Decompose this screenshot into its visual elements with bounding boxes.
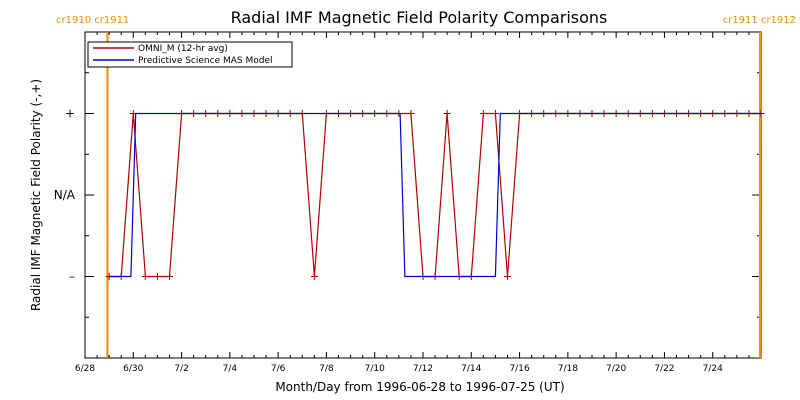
data-point-marker [141,273,149,280]
data-point-marker [443,110,451,117]
x-tick-label: 7/2 [174,364,188,374]
data-point-marker [407,110,415,117]
legend-label-mas: Predictive Science MAS Model [138,56,273,66]
x-tick-label: 7/22 [654,364,674,374]
x-tick-labels: 6/28 6/30 7/2 7/4 7/6 7/8 7/10 7/12 7/14 7/16 7/18… [75,364,723,374]
x-tick-label: 6/30 [123,364,143,374]
x-tick-label: 7/10 [365,364,385,374]
y-tick-label: – [69,270,75,284]
x-tick-label: 6/28 [75,364,95,374]
y-axis-label: Radial IMF Magnetic Field Polarity (-,+) [29,79,43,311]
y-tick-label: + [65,107,75,121]
legend: OMNI_M (12-hr avg) Predictive Science MA… [87,41,293,68]
series-line [109,112,761,278]
x-tick-label: 7/4 [223,364,238,374]
data-point-marker [166,273,173,280]
x-tick-label: 7/20 [606,364,626,374]
y-tick-labels: + N/A – [54,107,76,284]
x-tick-label: 7/14 [461,364,481,374]
carrington-markers [106,32,762,358]
carrington-label-right: cr1911 cr1912 [723,15,796,26]
data-point-marker [479,110,487,117]
series-layer [105,110,765,280]
x-tick-label: 7/12 [413,364,433,374]
data-point-marker [491,110,499,117]
x-axis-label: Month/Day from 1996-06-28 to 1996-07-25 … [275,380,564,394]
carrington-label-left: cr1910 cr1911 [56,15,129,26]
x-tick-label: 7/24 [703,364,723,374]
data-point-marker [310,273,318,280]
x-tick-label: 7/16 [509,364,529,374]
y-tick-label: N/A [54,188,76,202]
data-point-marker [504,273,511,280]
x-tick-label: 7/8 [319,364,334,374]
legend-label-omni: OMNI_M (12-hr avg) [138,44,228,54]
chart-title: Radial IMF Magnetic Field Polarity Compa… [231,8,608,27]
x-tick-label: 7/18 [558,364,578,374]
axis-ticks [84,31,762,359]
series-line [109,112,761,278]
x-tick-label: 7/6 [271,364,286,374]
legend-box [87,41,293,68]
plot-frame [84,31,762,359]
data-point-marker [153,273,161,280]
